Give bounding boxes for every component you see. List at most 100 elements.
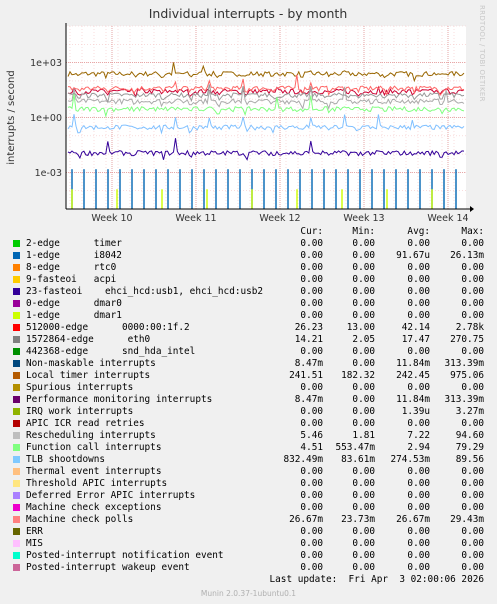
legend-max-value: 3.27m (455, 406, 484, 417)
y-tick-label: 1e+03 (30, 58, 62, 69)
legend-cur-value: 0.00 (300, 382, 323, 393)
legend-min-value: 0.00 (352, 490, 375, 501)
y-axis-label: interrupts / second (6, 70, 17, 164)
legend-min-value: 0.00 (352, 550, 375, 561)
legend-row: 23-fasteoi ehci_hcd:usb1, ehci_hcd:usb2 0… (0, 286, 497, 298)
series-line (67, 138, 465, 161)
legend-cur-value: 0.00 (300, 406, 323, 417)
legend-cur-value: 0.00 (300, 274, 323, 285)
legend-max-value: 0.00 (461, 418, 484, 429)
legend-series-name: APIC ICR read retries (26, 418, 145, 429)
legend-max-value: 0.00 (461, 298, 484, 309)
legend-max-value: 0.00 (461, 562, 484, 573)
legend-max-value: 0.00 (461, 478, 484, 489)
legend-series-name: Local timer interrupts (26, 370, 151, 381)
legend-avg-value: 0.00 (407, 298, 430, 309)
legend-max-value: 0.00 (461, 538, 484, 549)
legend-series-name: Threshold APIC interrupts (26, 478, 168, 489)
legend-min-value: 0.00 (352, 250, 375, 261)
legend-max-value: 0.00 (461, 274, 484, 285)
legend-series-name: Non-maskable interrupts (26, 358, 156, 369)
legend-swatch (13, 240, 20, 247)
legend-min-value: 0.00 (352, 526, 375, 537)
x-tick-label: Week 13 (343, 213, 384, 224)
legend-avg-value: 0.00 (407, 238, 430, 249)
legend-row: TLB shootdowns 832.49m 83.61m 274.53m 89.56 (0, 454, 497, 466)
legend-min-value: 0.00 (352, 538, 375, 549)
legend-header-min: Min: (352, 226, 375, 237)
legend-max-value: 89.56 (455, 454, 484, 465)
legend-row: 0-edge dmar0 0.00 0.00 0.00 0.00 (0, 298, 497, 310)
legend-series-name: 2-edge timer (26, 238, 122, 249)
legend-avg-value: 1.39u (401, 406, 430, 417)
legend-avg-value: 0.00 (407, 286, 430, 297)
y-tick-label: 1e-03 (35, 168, 62, 179)
legend-max-value: 0.00 (461, 550, 484, 561)
legend-row: Posted-interrupt notification event 0.00 0… (0, 550, 497, 562)
legend-avg-value: 274.53m (390, 454, 430, 465)
legend-swatch (13, 528, 20, 535)
legend-min-value: 0.00 (352, 262, 375, 273)
legend-row: Performance monitoring interrupts 8.47m 0.… (0, 394, 497, 406)
legend-avg-value: 42.14 (401, 322, 430, 333)
legend-min-value: 2.05 (352, 334, 375, 345)
legend-swatch (13, 432, 20, 439)
legend-series-name: 23-fasteoi ehci_hcd:usb1, ehci_hcd:usb2 (26, 286, 264, 297)
legend-series-name: MIS (26, 538, 43, 549)
x-tick-label: Week 11 (175, 213, 216, 224)
legend-swatch (13, 300, 20, 307)
legend-row: Posted-interrupt wakeup event 0.00 0.00 0.0… (0, 562, 497, 574)
legend-max-value: 0.00 (461, 238, 484, 249)
legend-cur-value: 0.00 (300, 526, 323, 537)
legend-cur-value: 241.51 (289, 370, 323, 381)
legend-max-value: 0.00 (461, 466, 484, 477)
legend-avg-value: 0.00 (407, 310, 430, 321)
legend-avg-value: 0.00 (407, 418, 430, 429)
legend-avg-value: 0.00 (407, 490, 430, 501)
legend-swatch (13, 552, 20, 559)
legend-max-value: 0.00 (461, 490, 484, 501)
legend-avg-value: 26.67m (396, 514, 430, 525)
legend-swatch (13, 276, 20, 283)
legend-avg-value: 7.22 (407, 430, 430, 441)
legend-row: APIC ICR read retries 0.00 0.00 0.00 0.00 (0, 418, 497, 430)
legend-min-value: 0.00 (352, 502, 375, 513)
legend-max-value: 0.00 (461, 526, 484, 537)
legend-swatch (13, 456, 20, 463)
legend-row: Machine check exceptions 0.00 0.00 0.00 0.00 (0, 502, 497, 514)
legend-cur-value: 26.67m (289, 514, 323, 525)
legend-max-value: 29.43m (450, 514, 484, 525)
legend-max-value: 975.06 (450, 370, 484, 381)
legend-swatch (13, 336, 20, 343)
legend-swatch (13, 480, 20, 487)
legend-row: 2-edge timer 0.00 0.00 0.00 0.00 (0, 238, 497, 250)
legend-min-value: 182.32 (341, 370, 375, 381)
legend-cur-value: 832.49m (283, 454, 323, 465)
legend-max-value: 26.13m (450, 250, 484, 261)
legend-min-value: 0.00 (352, 274, 375, 285)
x-axis-arrow (470, 206, 474, 212)
legend-min-value: 553.47m (335, 442, 375, 453)
legend-avg-value: 0.00 (407, 550, 430, 561)
legend-row: Machine check polls 26.67m 23.73m 26.67m 29.… (0, 514, 497, 526)
legend-cur-value: 0.00 (300, 466, 323, 477)
legend-min-value: 0.00 (352, 418, 375, 429)
legend-row: Rescheduling interrupts 5.46 1.81 7.22 94.60 (0, 430, 497, 442)
legend-series-name: 0-edge dmar0 (26, 298, 122, 309)
legend-avg-value: 0.00 (407, 562, 430, 573)
legend-swatch (13, 324, 20, 331)
y-tick-label: 1e+00 (30, 113, 62, 124)
legend-row: 9-fasteoi acpi 0.00 0.00 0.00 0.00 (0, 274, 497, 286)
legend-avg-value: 91.67u (396, 250, 430, 261)
legend-row: Function call interrupts 4.51 553.47m 2.94 7… (0, 442, 497, 454)
legend-min-value: 0.00 (352, 346, 375, 357)
legend-avg-value: 242.45 (396, 370, 430, 381)
legend-row: MIS 0.00 0.00 0.00 0.00 (0, 538, 497, 550)
legend-cur-value: 0.00 (300, 250, 323, 261)
legend-cur-value: 0.00 (300, 310, 323, 321)
legend-series-name: Machine check polls (26, 514, 134, 525)
legend-row: ERR 0.00 0.00 0.00 0.00 (0, 526, 497, 538)
legend-swatch (13, 516, 20, 523)
last-update: Last update: Fri Apr 3 02:00:06 2026 (269, 574, 484, 585)
legend-series-name: Posted-interrupt wakeup event (26, 562, 190, 573)
